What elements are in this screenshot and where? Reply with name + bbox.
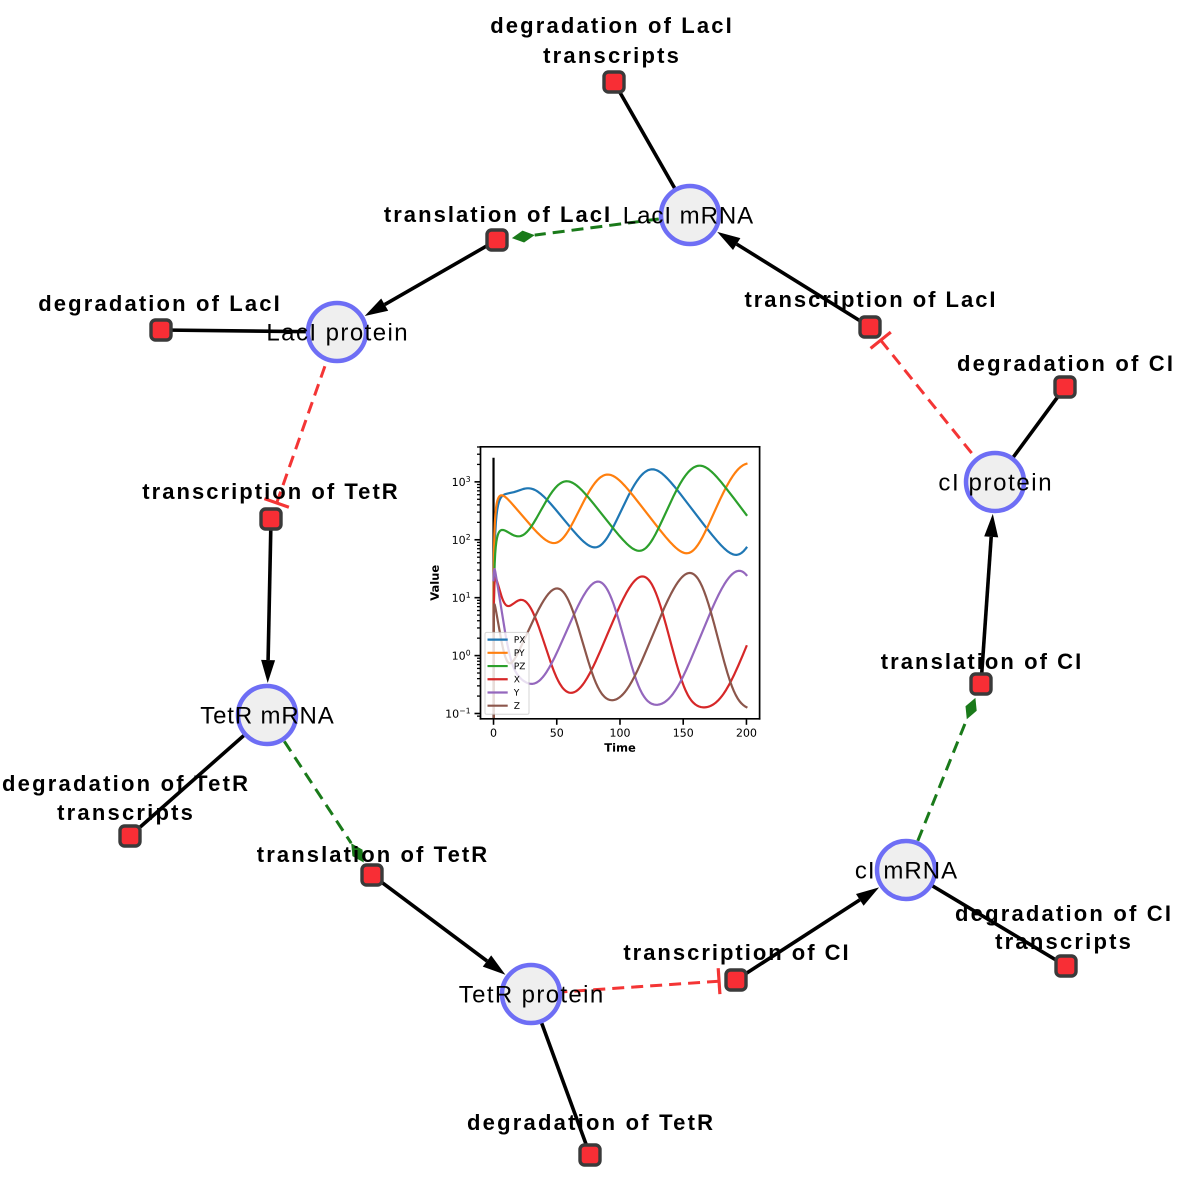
svg-text:degradation of LacI: degradation of LacI (490, 13, 732, 38)
svg-text:transcripts: transcripts (995, 929, 1131, 954)
svg-text:TetR protein: TetR protein (459, 982, 603, 1009)
svg-text:transcription of TetR: transcription of TetR (142, 479, 398, 504)
svg-text:cI protein: cI protein (938, 470, 1051, 497)
svg-text:transcripts: transcripts (543, 43, 679, 68)
svg-text:degradation of LacI: degradation of LacI (38, 291, 280, 316)
svg-text:cI mRNA: cI mRNA (855, 858, 957, 885)
svg-text:translation of TetR: translation of TetR (257, 842, 488, 867)
svg-text:degradation of TetR: degradation of TetR (467, 1110, 713, 1135)
svg-text:transcripts: transcripts (57, 800, 193, 825)
svg-text:degradation of CI: degradation of CI (955, 901, 1171, 926)
svg-text:LacI mRNA: LacI mRNA (623, 203, 753, 230)
svg-text:translation of LacI: translation of LacI (384, 202, 610, 227)
svg-text:transcription of LacI: transcription of LacI (744, 287, 995, 312)
svg-text:translation of CI: translation of CI (881, 649, 1082, 674)
svg-text:TetR mRNA: TetR mRNA (200, 703, 334, 730)
svg-text:transcription of CI: transcription of CI (623, 940, 848, 965)
svg-text:degradation of TetR: degradation of TetR (2, 771, 248, 796)
svg-text:degradation of CI: degradation of CI (957, 351, 1173, 376)
svg-text:LacI protein: LacI protein (266, 320, 407, 347)
